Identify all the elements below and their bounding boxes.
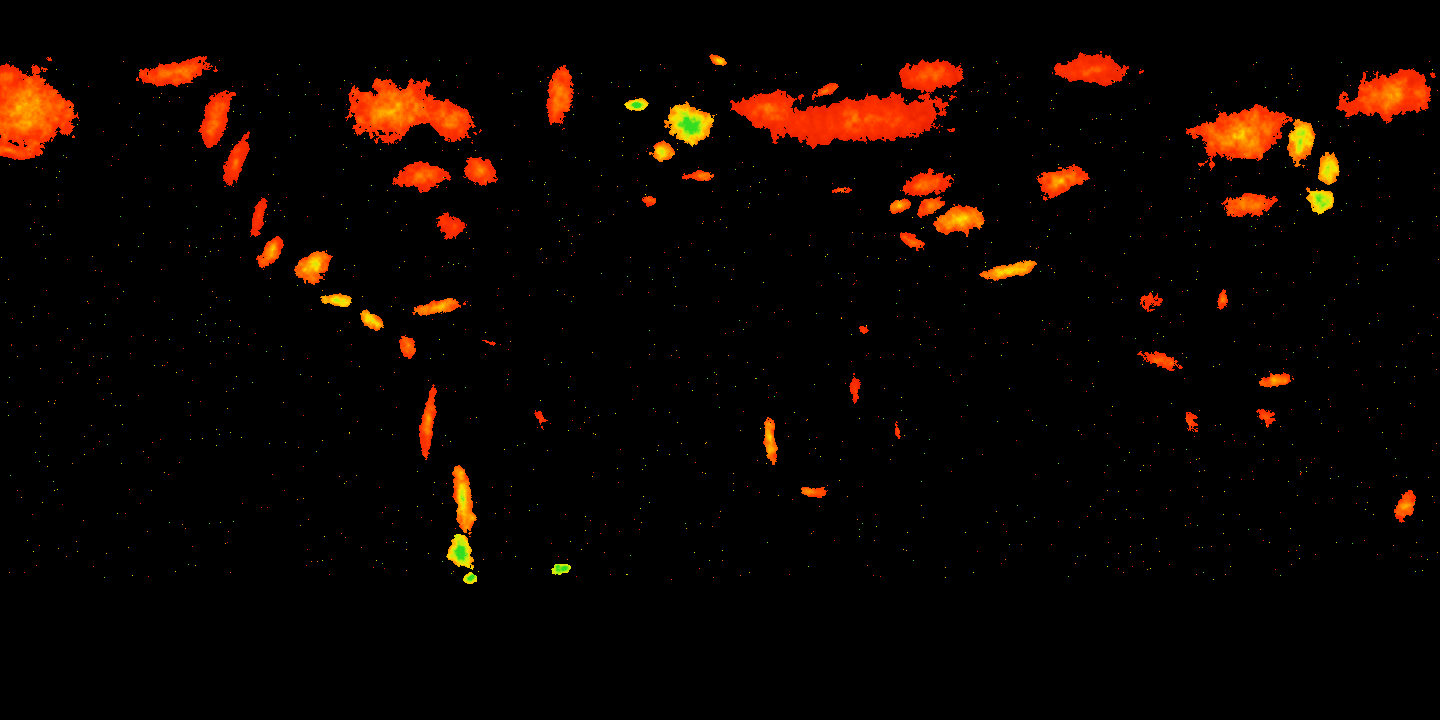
raster-map-canvas [0, 0, 1440, 720]
world-raster-map: Global Raster Map [0, 0, 1440, 720]
